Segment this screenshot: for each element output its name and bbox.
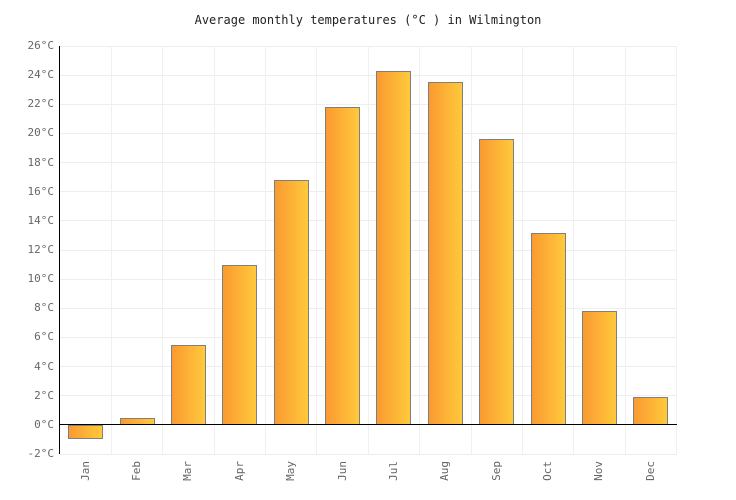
y-tick-label-24: 24°C — [27, 68, 55, 82]
bar-may — [273, 180, 309, 425]
v-gridline — [367, 46, 369, 454]
bar-jul — [376, 70, 412, 425]
v-gridline — [162, 46, 164, 454]
x-label-mar: Mar — [181, 461, 195, 481]
y-tick-label-16: 16°C — [27, 184, 55, 198]
y-tick-label-6: 6°C — [34, 330, 54, 344]
y-tick-label-14: 14°C — [27, 213, 55, 227]
bar-sep — [479, 139, 515, 425]
h-gridline — [60, 453, 677, 455]
x-label-jun: Jun — [335, 461, 349, 481]
x-label-oct: Oct — [541, 461, 555, 481]
bar-oct — [530, 232, 566, 425]
x-label-dec: Dec — [643, 461, 657, 481]
x-label-sep: Sep — [489, 461, 503, 481]
bar-mar — [170, 344, 206, 425]
x-axis-zero-line — [60, 423, 677, 426]
y-tick-label-0: 0°C — [34, 417, 54, 431]
bar-apr — [222, 264, 258, 425]
chart-title: Average monthly temperatures (°C ) in Wi… — [194, 13, 542, 27]
v-gridline — [316, 46, 318, 454]
x-label-aug: Aug — [438, 461, 452, 481]
x-label-nov: Nov — [592, 461, 606, 481]
v-gridline — [213, 46, 215, 454]
x-label-may: May — [284, 461, 298, 481]
v-gridline — [110, 46, 112, 454]
y-tick-label-2: 2°C — [34, 388, 54, 402]
y-tick-label--2: -2°C — [27, 447, 55, 460]
y-tick-label-8: 8°C — [34, 301, 54, 315]
x-label-feb: Feb — [130, 461, 144, 481]
x-label-jul: Jul — [386, 461, 400, 481]
y-tick-label-22: 22°C — [27, 97, 55, 111]
x-label-apr: Apr — [232, 461, 246, 481]
y-tick-label-20: 20°C — [27, 126, 55, 140]
y-tick-label-12: 12°C — [27, 243, 55, 256]
y-axis-line — [58, 46, 60, 454]
v-gridline — [521, 46, 523, 454]
x-label-jan: Jan — [78, 461, 92, 481]
v-gridline — [265, 46, 266, 454]
v-gridline — [470, 46, 472, 454]
v-gridline — [624, 46, 626, 454]
bar-jan — [68, 424, 104, 440]
y-tick-label-10: 10°C — [27, 272, 55, 286]
v-gridline — [419, 46, 421, 454]
v-gridline — [573, 46, 575, 454]
y-tick-label-18: 18°C — [27, 155, 55, 169]
v-gridline — [676, 46, 677, 454]
y-tick-label-26: 26°C — [27, 39, 55, 52]
bar-nov — [581, 311, 617, 425]
bar-jun — [325, 107, 361, 425]
bar-dec — [633, 397, 669, 425]
bar-aug — [427, 82, 463, 425]
y-tick-label-4: 4°C — [34, 359, 54, 373]
